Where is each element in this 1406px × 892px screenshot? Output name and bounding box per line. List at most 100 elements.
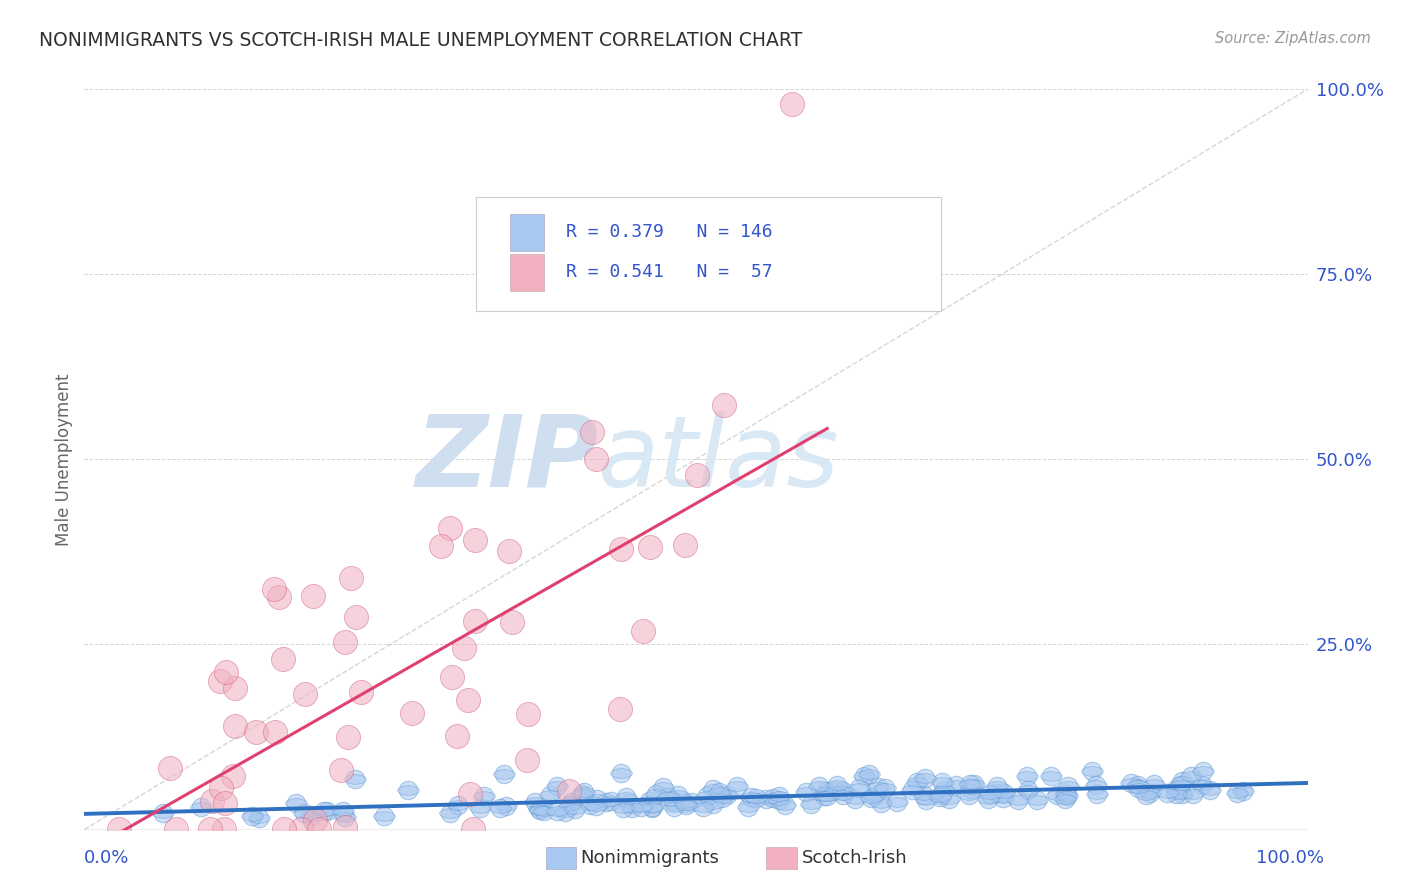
Point: [240, 809, 263, 823]
Point: [516, 707, 538, 722]
Point: [273, 822, 295, 836]
Point: [458, 788, 481, 802]
Point: [492, 767, 515, 781]
Point: [901, 783, 924, 797]
Point: [315, 804, 337, 818]
Point: [768, 789, 790, 804]
Point: [574, 785, 596, 799]
Point: [938, 792, 960, 806]
Point: [740, 790, 762, 805]
Point: [637, 794, 659, 808]
Point: [619, 797, 641, 811]
Point: [1198, 782, 1220, 797]
Point: [932, 782, 955, 797]
Point: [666, 788, 689, 802]
Point: [446, 729, 468, 743]
Text: ZIP: ZIP: [415, 411, 598, 508]
Point: [1126, 778, 1149, 792]
Text: 0.0%: 0.0%: [84, 849, 129, 867]
Point: [198, 822, 221, 836]
Point: [335, 810, 357, 824]
Point: [439, 521, 461, 535]
Point: [755, 791, 778, 805]
Point: [959, 777, 981, 791]
Point: [620, 801, 643, 815]
Point: [824, 784, 846, 798]
Point: [875, 780, 897, 795]
Point: [344, 610, 367, 624]
Point: [586, 792, 609, 806]
Point: [814, 784, 837, 798]
Point: [1026, 793, 1049, 807]
Point: [702, 782, 724, 797]
Point: [1232, 784, 1254, 798]
Point: [630, 800, 652, 814]
Point: [1085, 787, 1108, 801]
Point: [914, 771, 936, 785]
Point: [529, 803, 551, 817]
Point: [711, 791, 734, 805]
Point: [853, 768, 876, 782]
Point: [472, 789, 495, 804]
Point: [914, 793, 936, 807]
Point: [1080, 764, 1102, 779]
Point: [1040, 769, 1063, 783]
Point: [644, 787, 666, 801]
Point: [1170, 778, 1192, 792]
Point: [631, 624, 654, 638]
Point: [329, 763, 352, 777]
Point: [702, 797, 724, 811]
Point: [662, 794, 685, 808]
Point: [492, 767, 515, 781]
Point: [905, 775, 928, 789]
Point: [571, 787, 593, 801]
Point: [152, 806, 174, 821]
Point: [1156, 786, 1178, 800]
FancyBboxPatch shape: [475, 196, 941, 311]
Point: [540, 789, 562, 803]
Point: [815, 789, 838, 803]
Point: [662, 800, 685, 814]
Point: [1046, 788, 1069, 802]
Point: [165, 822, 187, 836]
Point: [447, 797, 470, 812]
Point: [773, 797, 796, 812]
Point: [472, 789, 495, 804]
Point: [350, 685, 373, 699]
Point: [1054, 787, 1077, 801]
Point: [247, 811, 270, 825]
Point: [333, 820, 356, 834]
Point: [831, 784, 853, 798]
Point: [224, 681, 246, 695]
Point: [546, 804, 568, 818]
Point: [863, 789, 886, 803]
Point: [610, 542, 633, 557]
Point: [560, 795, 582, 809]
Point: [959, 777, 981, 791]
Point: [314, 805, 336, 819]
Point: [673, 796, 696, 810]
Point: [470, 801, 492, 815]
Point: [373, 809, 395, 823]
Point: [245, 725, 267, 739]
Point: [1171, 787, 1194, 801]
Point: [794, 785, 817, 799]
Point: [762, 790, 785, 805]
Point: [1015, 769, 1038, 783]
Point: [662, 794, 685, 808]
Point: [564, 802, 586, 816]
Point: [1232, 784, 1254, 798]
Point: [340, 571, 363, 585]
Point: [901, 783, 924, 797]
Point: [702, 797, 724, 811]
Point: [707, 785, 730, 799]
Bar: [510, 253, 544, 291]
Point: [214, 796, 236, 810]
Point: [267, 590, 290, 604]
Text: atlas: atlas: [598, 411, 839, 508]
Point: [201, 794, 224, 808]
Point: [652, 780, 675, 794]
Point: [619, 797, 641, 811]
Point: [273, 651, 295, 665]
Point: [1226, 787, 1249, 801]
